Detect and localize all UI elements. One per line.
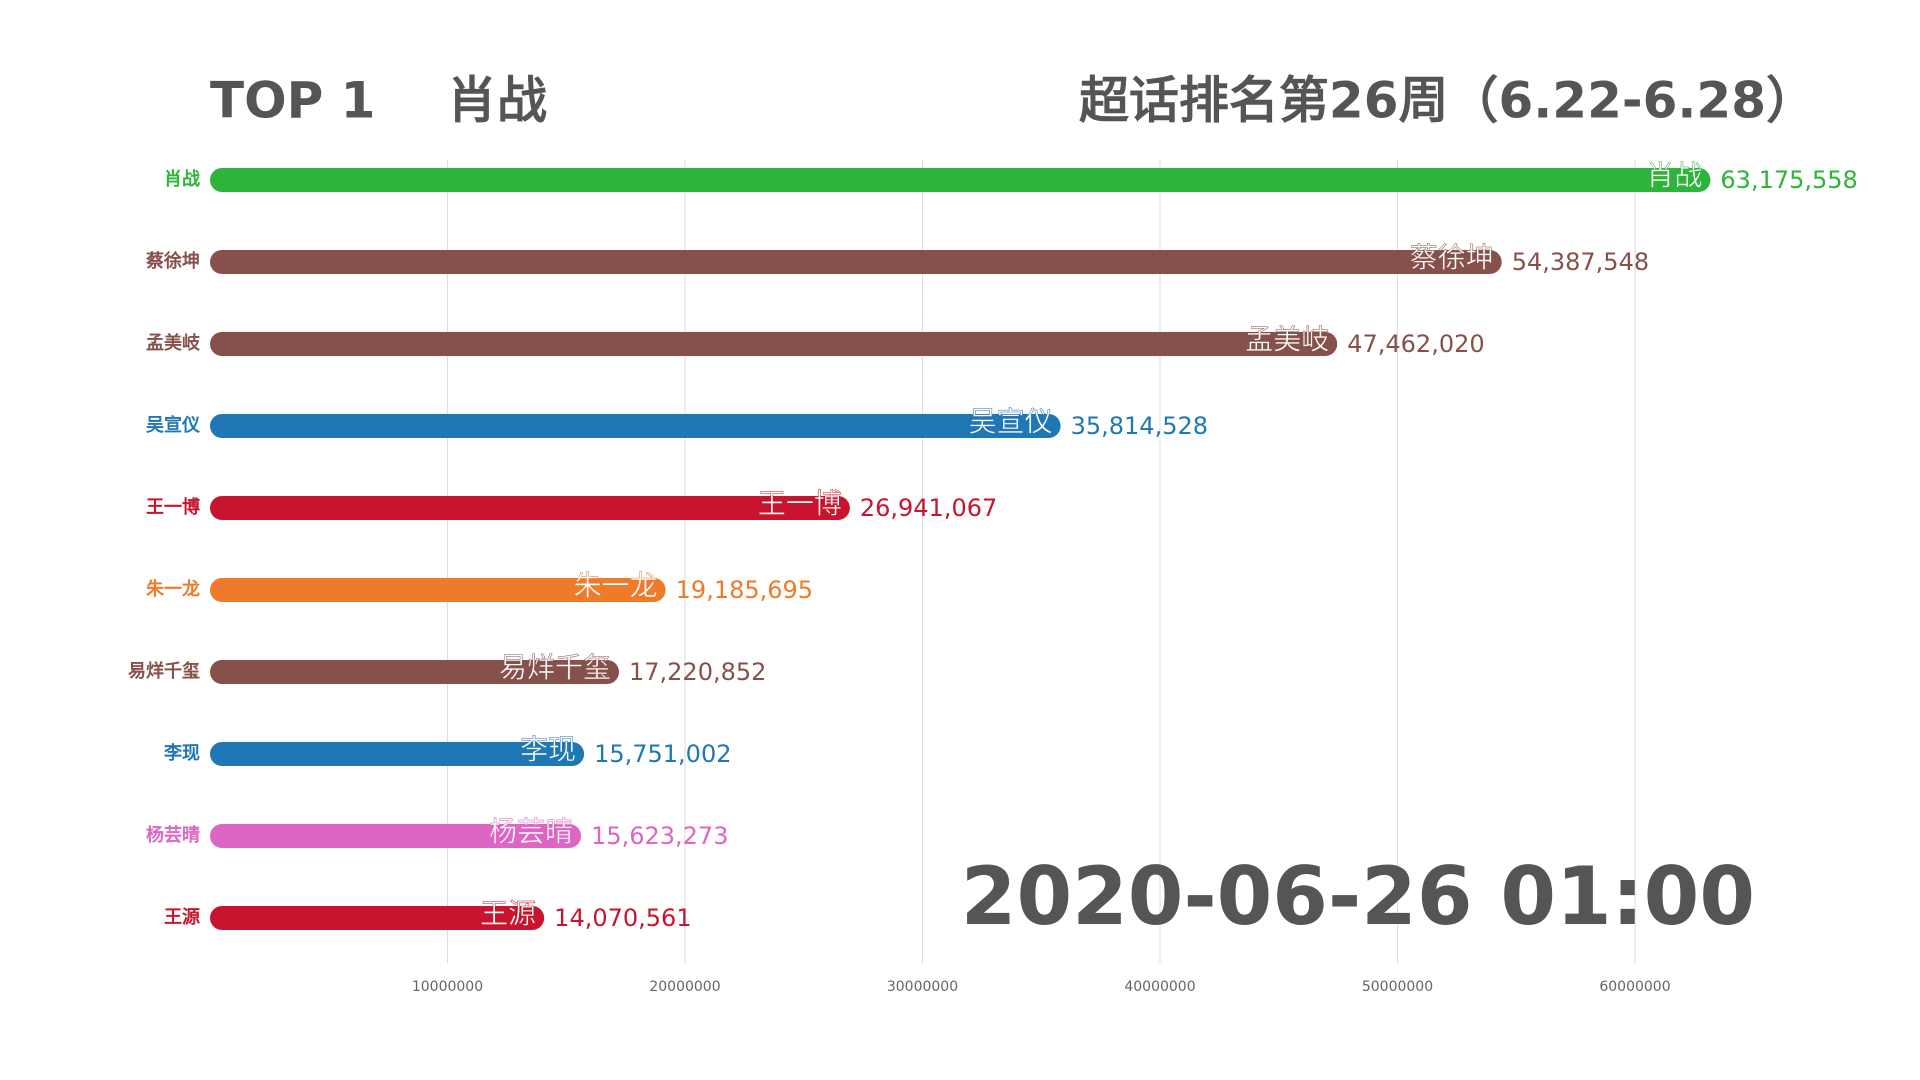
bar xyxy=(210,824,582,848)
x-tick-label: 30000000 xyxy=(887,979,958,995)
bar-name-label: 朱一龙 xyxy=(574,569,658,602)
bar-name-label: 吴宣仪 xyxy=(969,405,1053,438)
category-label: 朱一龙 xyxy=(146,578,200,600)
bar-name-label: 孟美岐 xyxy=(1245,323,1329,356)
x-tick-label: 20000000 xyxy=(649,979,720,995)
value-label: 14,070,561 xyxy=(554,904,691,932)
bar-name-label: 蔡徐坤 xyxy=(1410,241,1494,274)
bar-name-label: 易烊千玺 xyxy=(499,651,611,684)
value-label: 54,387,548 xyxy=(1512,248,1649,276)
category-label: 易烊千玺 xyxy=(128,660,200,682)
bar xyxy=(210,578,666,602)
category-label: 王源 xyxy=(164,906,200,928)
category-label: 杨芸晴 xyxy=(146,824,200,846)
value-label: 19,185,695 xyxy=(676,576,813,604)
category-label: 吴宣仪 xyxy=(146,414,201,436)
bar xyxy=(210,496,850,520)
category-label: 王一博 xyxy=(146,496,200,518)
bar xyxy=(210,742,585,766)
bar xyxy=(210,332,1338,356)
value-label: 26,941,067 xyxy=(860,494,997,522)
value-label: 35,814,528 xyxy=(1071,412,1208,440)
value-label: 15,623,273 xyxy=(591,822,728,850)
rank-label: TOP 1 xyxy=(210,72,375,130)
category-label: 蔡徐坤 xyxy=(145,250,200,272)
x-tick-label: 40000000 xyxy=(1124,979,1195,995)
timestamp: 2020-06-26 01:00 xyxy=(961,850,1755,943)
leader-name: 肖战 xyxy=(447,72,547,130)
bar xyxy=(210,250,1502,274)
bar-name-label: 王源 xyxy=(480,897,536,930)
bar-name-label: 王一博 xyxy=(758,487,842,520)
x-tick-label: 60000000 xyxy=(1599,979,1670,995)
value-label: 63,175,558 xyxy=(1720,166,1857,194)
bar xyxy=(210,414,1061,438)
bar-name-label: 杨芸晴 xyxy=(489,815,573,848)
value-label: 15,751,002 xyxy=(594,740,731,768)
category-label: 李现 xyxy=(163,743,200,764)
x-tick-label: 50000000 xyxy=(1362,979,1433,995)
bar xyxy=(210,660,619,684)
category-label: 孟美岐 xyxy=(146,332,201,354)
bar xyxy=(210,168,1711,192)
bar-name-label: 李现 xyxy=(520,733,576,766)
chart-title: 超话排名第26周（6.22-6.28） xyxy=(1079,72,1816,130)
value-label: 47,462,020 xyxy=(1347,330,1484,358)
x-tick-label: 10000000 xyxy=(412,979,483,995)
bar-name-label: 肖战 xyxy=(1646,159,1702,192)
category-label: 肖战 xyxy=(164,168,200,190)
value-label: 17,220,852 xyxy=(629,658,766,686)
bar xyxy=(210,906,545,930)
